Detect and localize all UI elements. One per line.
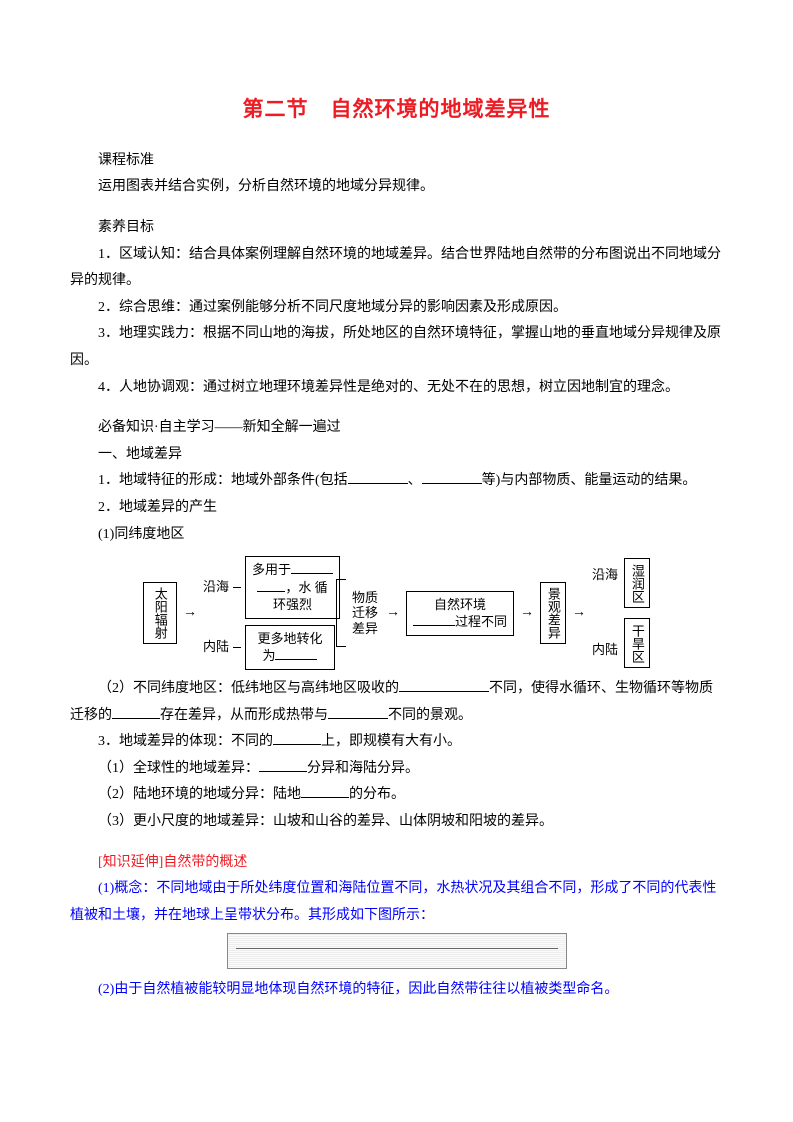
e1: 自然环境: [434, 596, 486, 614]
p31b: 分异和海陆分异。: [307, 761, 419, 776]
blank: [301, 784, 349, 798]
goal-3: 3．地理实践力：根据不同山地的海拔，所处地区的自然环境特征，掌握山地的垂直地域分…: [70, 321, 723, 374]
goal-2: 2．综合思维：通过案例能够分析不同尺度地域分异的影响因素及形成原因。: [70, 295, 723, 322]
ext-heading-text: [知识延伸]自然带的概述: [98, 855, 247, 870]
connector: [233, 587, 241, 588]
blank: [259, 758, 307, 772]
point-1: 1．地域特征的形成：地域外部条件(包括 、 等)与内部物质、能量运动的结果。: [70, 468, 723, 495]
p31a: （1）全球性的地域差异：: [98, 761, 259, 776]
blank: [348, 470, 408, 484]
box-dry: 干旱区: [624, 618, 650, 668]
blank: [413, 613, 455, 626]
blank: [275, 647, 317, 660]
goal-4: 4．人地协调观：通过树立地理环境差异性是绝对的、无处不在的思想，树立因地制宜的理…: [70, 375, 723, 402]
b1: 更多地转化: [257, 630, 322, 648]
point-3: 3．地域差异的体现：不同的 上，即规模有大有小。: [70, 729, 723, 756]
t3: 环强烈: [273, 596, 312, 614]
knowledge-heading: 必备知识·自主学习——新知全解一遍过: [70, 415, 723, 442]
point-3-1: （1）全球性的地域差异： 分异和海陆分异。: [70, 756, 723, 783]
p3b: 上，即规模有大有小。: [321, 734, 461, 749]
right-labels: 沿海 内陆: [592, 563, 618, 663]
coastal-label: 沿海: [203, 575, 229, 600]
box-inland: 更多地转化 为: [245, 625, 335, 670]
ext-p1: (1)概念：不同地域由于所处纬度位置和海陆位置不同，水热状况及其组合不同，形成了…: [70, 876, 723, 929]
standard-text: 运用图表并结合实例，分析自然环境的地域分异规律。: [70, 174, 723, 201]
box-view: 景观差异: [540, 582, 566, 644]
r-top-a: 沿海: [592, 563, 618, 588]
page-title: 第二节 自然环境的地域差异性: [70, 90, 723, 130]
blank: [422, 470, 482, 484]
p1c: 等)与内部物质、能量运动的结果。: [482, 473, 697, 488]
point-2: 2．地域差异的产生: [70, 495, 723, 522]
flow-diagram: 太阳辐射 → 沿海 多用于 ，水 循 环强烈 内陆 更多地转化 为 物质迁移差异…: [70, 556, 723, 670]
formation-figure: [227, 933, 567, 969]
blank: [112, 705, 160, 719]
p22d: 不同的景观。: [388, 708, 472, 723]
inland-label: 内陆: [203, 635, 229, 660]
r-bot-a: 内陆: [592, 638, 618, 663]
goal-1: 1．区域认知：结合具体案例理解自然环境的地域差异。结合世界陆地自然带的分布图说出…: [70, 242, 723, 295]
p22c: 存在差异，从而形成热带与: [160, 708, 328, 723]
arrow-icon: →: [183, 606, 197, 620]
blank: [273, 731, 321, 745]
p32a: （2）陆地环境的地域分异：陆地: [98, 787, 301, 802]
label-solar: 太阳辐射: [152, 587, 168, 639]
p3a: 3．地域差异的体现：不同的: [98, 734, 273, 749]
ext-p2: (2)由于自然植被能较明显地体现自然环境的特征，因此自然带往往以植被类型命名。: [70, 977, 723, 1004]
b2: 为: [262, 648, 275, 663]
e2: 过程不同: [455, 614, 507, 629]
arrow-icon: →: [572, 606, 586, 620]
blank: [328, 705, 388, 719]
point-2-1: (1)同纬度地区: [70, 522, 723, 549]
p22a: （2）不同纬度地区：低纬地区与高纬地区吸收的: [98, 681, 399, 696]
blank: [399, 678, 489, 692]
box-coastal: 多用于 ，水 循 环强烈: [245, 556, 340, 619]
topic-1-heading: 一、地域差异: [70, 442, 723, 469]
t2: ，水 循: [285, 580, 327, 595]
blank: [257, 579, 285, 592]
connector: [336, 579, 337, 647]
blank: [291, 561, 333, 574]
connector: [233, 647, 241, 648]
p32b: 的分布。: [349, 787, 405, 802]
point-2-2: （2）不同纬度地区：低纬地区与高纬地区吸收的不同，使得水循环、生物循环等物质迁移…: [70, 676, 723, 729]
p1b: 、: [408, 473, 422, 488]
box-wet: 湿润区: [624, 558, 650, 608]
r-top-b: 湿润区: [629, 564, 645, 603]
mid-label: 物质迁移差异: [352, 590, 382, 637]
goals-heading: 素养目标: [70, 215, 723, 242]
extension-heading: [知识延伸]自然带的概述: [70, 850, 723, 877]
view-label: 景观差异: [545, 587, 561, 639]
box-env: 自然环境 过程不同: [406, 591, 514, 636]
standard-heading: 课程标准: [70, 148, 723, 175]
t1: 多用于: [252, 562, 291, 577]
box-solar: 太阳辐射: [143, 582, 177, 644]
p1a: 1．地域特征的形成：地域外部条件(包括: [98, 473, 348, 488]
right-boxes: 湿润区 干旱区: [624, 558, 650, 668]
arrow-icon: →: [386, 606, 400, 620]
r-bot-b: 干旱区: [629, 624, 645, 663]
point-3-2: （2）陆地环境的地域分异：陆地 的分布。: [70, 782, 723, 809]
point-3-3: （3）更小尺度的地域差异：山坡和山谷的差异、山体阴坡和阳坡的差异。: [70, 809, 723, 836]
arrow-icon: →: [520, 606, 534, 620]
